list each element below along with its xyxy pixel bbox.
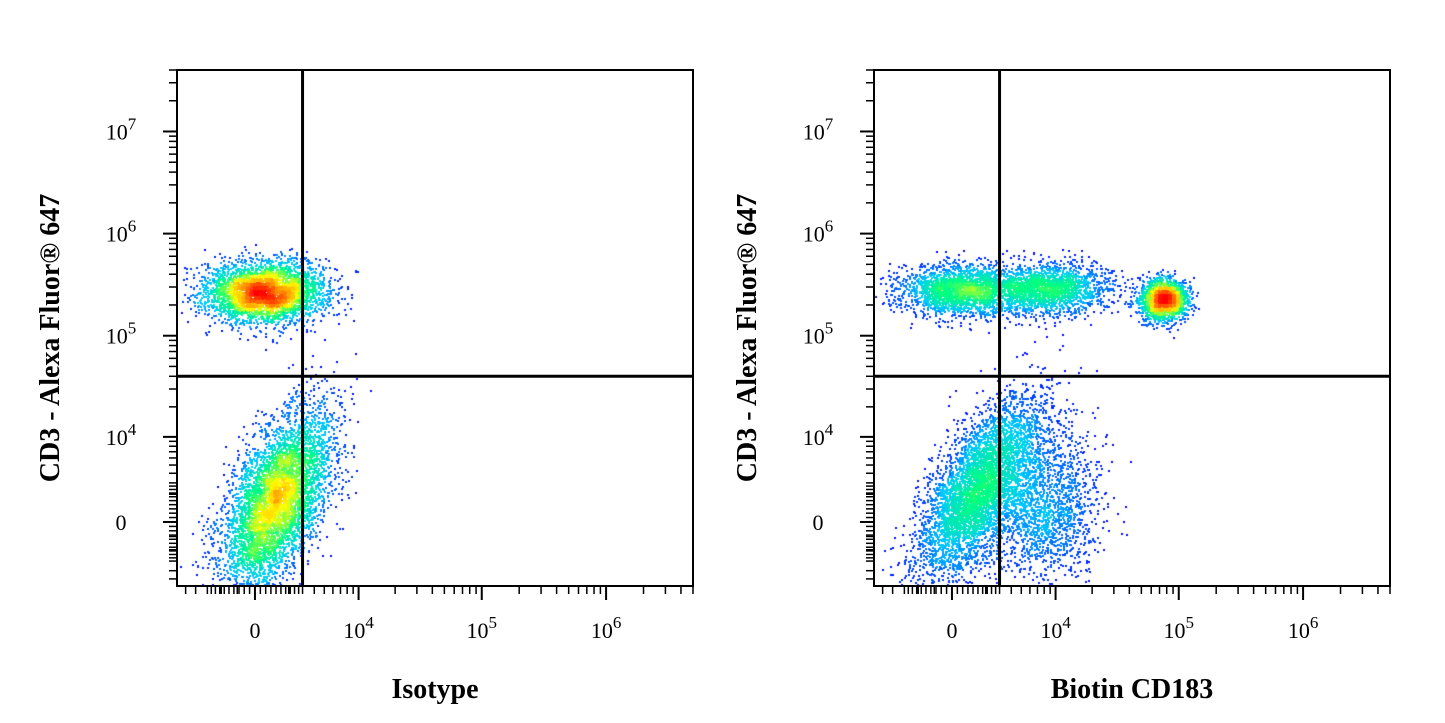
- y-tick-label: 107: [803, 114, 834, 144]
- x-tick-label: 105: [467, 613, 498, 643]
- x-tick-label: 106: [1288, 613, 1319, 643]
- panel-isotype: 0 104 105 106 0 104 105 106 107 Isotype CD3 - Alex…: [35, 69, 694, 705]
- x-tick-label: 105: [1164, 613, 1195, 643]
- x-tick-label: 0: [249, 618, 260, 643]
- scatter-density-points-isotype: [177, 70, 693, 586]
- y-tick-label: 107: [106, 114, 137, 144]
- scatter-density-points-cd183: [874, 70, 1390, 586]
- x-axis-title: Isotype: [391, 674, 478, 705]
- y-tick-label: 0: [813, 510, 824, 535]
- plot-frame: [176, 69, 694, 587]
- y-axis-title: CD3 - Alexa Fluor® 647: [732, 194, 763, 482]
- y-tick-label: 0: [116, 510, 127, 535]
- y-tick-label: 105: [803, 319, 834, 349]
- y-tick-label: 105: [106, 319, 137, 349]
- y-axis-title: CD3 - Alexa Fluor® 647: [35, 194, 66, 482]
- plot-frame: [873, 69, 1391, 587]
- y-tick-label: 106: [106, 217, 137, 247]
- x-axis-title: Biotin CD183: [1051, 674, 1214, 705]
- panel-biotin-cd183: 0 104 105 106 0 104 105 106 107 Biotin CD183 CD3 -…: [732, 69, 1391, 705]
- x-tick-label: 104: [1040, 613, 1071, 643]
- x-tick-label: 106: [591, 613, 622, 643]
- y-tick-label: 104: [106, 420, 137, 450]
- x-tick-label: 0: [946, 618, 957, 643]
- x-tick-label: 104: [343, 613, 374, 643]
- y-tick-label: 104: [803, 420, 834, 450]
- y-tick-label: 106: [803, 217, 834, 247]
